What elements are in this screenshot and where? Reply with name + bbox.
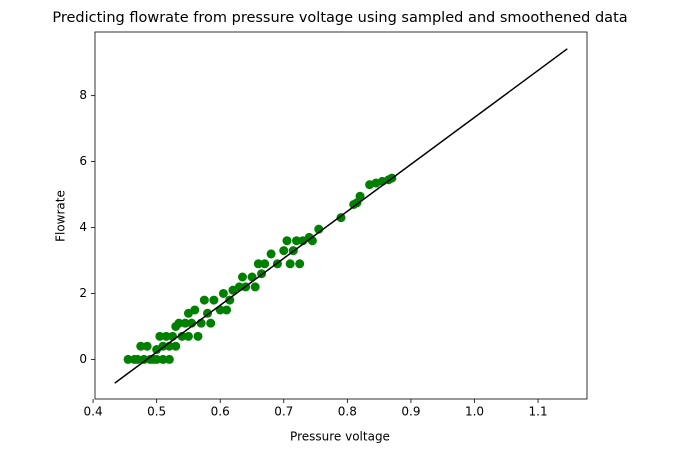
scatter-point <box>180 318 190 328</box>
x-tick-label: 0.4 <box>84 405 103 419</box>
fit-line <box>114 48 568 384</box>
y-tick-label: 0 <box>79 352 87 366</box>
scatter-point <box>190 305 200 315</box>
scatter-point <box>183 331 193 341</box>
scatter-point <box>152 354 162 364</box>
x-tick-label: 1.1 <box>529 405 548 419</box>
scatter-point <box>133 354 143 364</box>
x-tick-label: 0.5 <box>147 405 166 419</box>
y-tick-label: 8 <box>79 88 87 102</box>
x-axis-label: Pressure voltage <box>290 430 390 444</box>
scatter-point <box>282 236 292 246</box>
scatter-point <box>123 354 133 364</box>
scatter-point <box>158 354 168 364</box>
chart-title: Predicting flowrate from pressure voltag… <box>52 10 627 26</box>
scatter-point <box>139 354 149 364</box>
y-tick-label: 6 <box>79 154 87 168</box>
scatter-point <box>193 331 203 341</box>
y-tick-label: 4 <box>79 220 87 234</box>
scatter-point <box>279 246 289 256</box>
scatter-point <box>171 341 181 351</box>
y-axis-label: Flowrate <box>54 190 68 242</box>
y-tick-label: 2 <box>79 286 87 300</box>
scatter-point <box>142 341 152 351</box>
scatter-point <box>209 295 219 305</box>
x-tick-label: 1.0 <box>465 405 484 419</box>
scatter-point <box>206 318 216 328</box>
scatter-point <box>136 341 146 351</box>
scatter-point <box>168 331 178 341</box>
x-tick-label: 0.6 <box>211 405 230 419</box>
scatter-point <box>164 354 174 364</box>
scatter-point <box>218 288 228 298</box>
scatter-point <box>355 191 365 201</box>
scatter-point <box>250 282 260 292</box>
scatter-point <box>177 331 187 341</box>
scatter-point <box>199 295 209 305</box>
scatter-point <box>237 272 247 282</box>
scatter-point <box>253 259 263 269</box>
scatter-point <box>266 249 276 259</box>
x-tick-label: 0.9 <box>401 405 420 419</box>
scatter-point <box>161 331 171 341</box>
scatter-point <box>174 318 184 328</box>
scatter-point <box>295 259 305 269</box>
scatter-point <box>222 305 232 315</box>
scatter-point <box>285 259 295 269</box>
x-tick-label: 0.8 <box>338 405 357 419</box>
scatter-point <box>225 295 235 305</box>
x-tick-label: 0.7 <box>274 405 293 419</box>
scatter-point <box>260 259 270 269</box>
plot-frame <box>94 31 588 400</box>
scatter-point <box>292 236 302 246</box>
scatter-point <box>155 331 165 341</box>
scatter-point <box>336 213 346 223</box>
